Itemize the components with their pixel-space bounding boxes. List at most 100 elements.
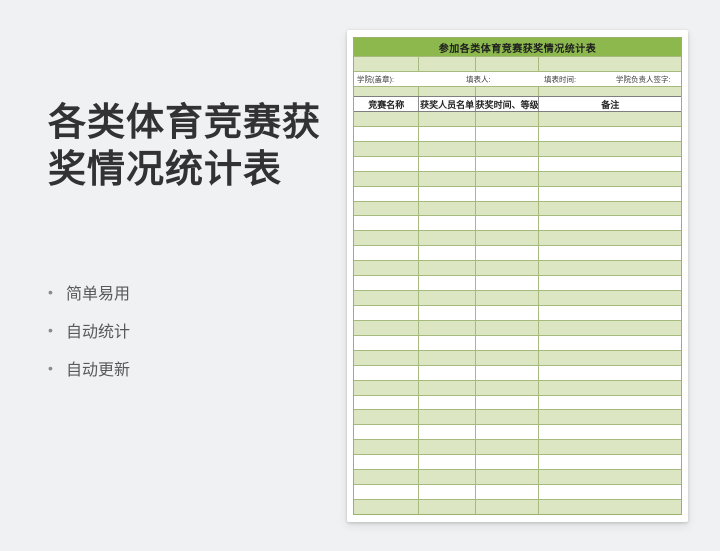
page-title-line-1: 各类体育竞赛获 xyxy=(48,102,322,144)
table-cell xyxy=(354,499,420,514)
column-header-winner-list: 获奖人员名单 xyxy=(419,97,476,111)
table-cell xyxy=(419,261,476,276)
table-cell xyxy=(476,499,540,514)
table-cell xyxy=(419,291,476,305)
table-cell xyxy=(354,126,420,141)
table-cell xyxy=(476,380,540,395)
table-row xyxy=(354,379,681,395)
column-header-row: 竞赛名称 获奖人员名单 获奖时间、等级 备注 xyxy=(354,96,681,112)
table-cell xyxy=(476,201,540,216)
table-cell xyxy=(539,157,681,171)
table-cell xyxy=(419,246,476,261)
table-cell xyxy=(476,305,540,320)
table-row xyxy=(354,125,681,141)
feature-label: 自动统计 xyxy=(66,324,131,341)
meta-label-filler: 填表人: xyxy=(466,75,491,84)
table-cell xyxy=(476,365,540,380)
table-cell xyxy=(419,499,476,514)
table-cell xyxy=(539,336,681,350)
table-cell xyxy=(476,425,540,440)
column-header-time-grade: 获奖时间、等级 xyxy=(476,97,540,111)
table-row xyxy=(354,185,681,201)
feature-label: 简单易用 xyxy=(66,286,131,303)
table-row xyxy=(354,260,681,276)
table-cell xyxy=(419,380,476,395)
feature-item-auto-stats: • 自动统计 xyxy=(48,319,130,341)
table-cell xyxy=(539,455,681,469)
table-row xyxy=(354,112,681,126)
table-cell xyxy=(354,231,420,246)
table-cell xyxy=(354,425,420,440)
table-row xyxy=(354,349,681,365)
table-cell xyxy=(539,440,681,454)
table-cell xyxy=(539,351,681,365)
table-row xyxy=(354,304,681,320)
table-row xyxy=(354,454,681,470)
table-row xyxy=(354,409,681,425)
table-cell xyxy=(539,202,681,216)
table-row xyxy=(354,170,681,186)
table-cell xyxy=(539,381,681,395)
table-cell xyxy=(539,396,681,410)
table-body xyxy=(354,112,681,514)
table-cell xyxy=(419,156,476,171)
table-cell xyxy=(419,455,476,470)
table-cell xyxy=(476,410,540,425)
table-cell xyxy=(539,366,681,380)
table-cell xyxy=(476,395,540,410)
feature-label: 自动更新 xyxy=(66,362,131,379)
table-cell xyxy=(354,216,420,231)
table-cell xyxy=(476,440,540,455)
sheet-title: 参加各类体育竞赛获奖情况统计表 xyxy=(438,43,597,55)
table-cell xyxy=(476,320,540,335)
table-row xyxy=(354,439,681,455)
table-cell xyxy=(476,350,540,365)
table-row xyxy=(354,275,681,291)
table-row xyxy=(354,484,681,499)
feature-item-easy: • 简单易用 xyxy=(48,281,130,303)
table-row xyxy=(354,155,681,171)
table-row xyxy=(354,215,681,231)
page-title-line-2: 奖情况统计表 xyxy=(48,149,283,191)
table-cell xyxy=(354,201,420,216)
table-row xyxy=(354,319,681,335)
table-cell xyxy=(476,141,540,156)
table-cell xyxy=(354,395,420,410)
meta-label-fill-date: 填表时间: xyxy=(544,75,577,84)
table-cell xyxy=(476,261,540,276)
table-cell xyxy=(476,231,540,246)
table-row xyxy=(354,140,681,156)
meta-label-college-seal: 学院(盖章): xyxy=(357,75,395,84)
table-cell xyxy=(354,141,420,156)
table-cell xyxy=(476,171,540,186)
table-cell xyxy=(539,306,681,320)
table-row xyxy=(354,245,681,261)
table-cell xyxy=(354,380,420,395)
table-cell xyxy=(539,172,681,186)
table-cell xyxy=(354,455,420,470)
table-cell xyxy=(539,127,681,141)
table-cell xyxy=(539,276,681,290)
table-cell xyxy=(354,365,420,380)
table-cell xyxy=(354,320,420,335)
table-cell xyxy=(354,186,420,201)
table-cell xyxy=(419,425,476,440)
table-row xyxy=(354,424,681,440)
table-cell xyxy=(419,186,476,201)
table-cell xyxy=(419,112,476,126)
table-cell xyxy=(539,142,681,156)
table-cell xyxy=(354,246,420,261)
meta-row: 学院(盖章): 填表人: 填表时间: 学院负责人签字: xyxy=(354,71,681,86)
sheet-title-bar: 参加各类体育竞赛获奖情况统计表 xyxy=(354,38,681,56)
table-cell xyxy=(354,171,420,186)
table-cell xyxy=(476,291,540,305)
table-cell xyxy=(419,276,476,291)
table-cell xyxy=(419,141,476,156)
table-row xyxy=(354,334,681,350)
table-cell xyxy=(354,410,420,425)
table-cell xyxy=(539,470,681,484)
table-row xyxy=(354,394,681,410)
table-cell xyxy=(419,470,476,485)
table-cell xyxy=(476,246,540,261)
table-cell xyxy=(354,291,420,305)
